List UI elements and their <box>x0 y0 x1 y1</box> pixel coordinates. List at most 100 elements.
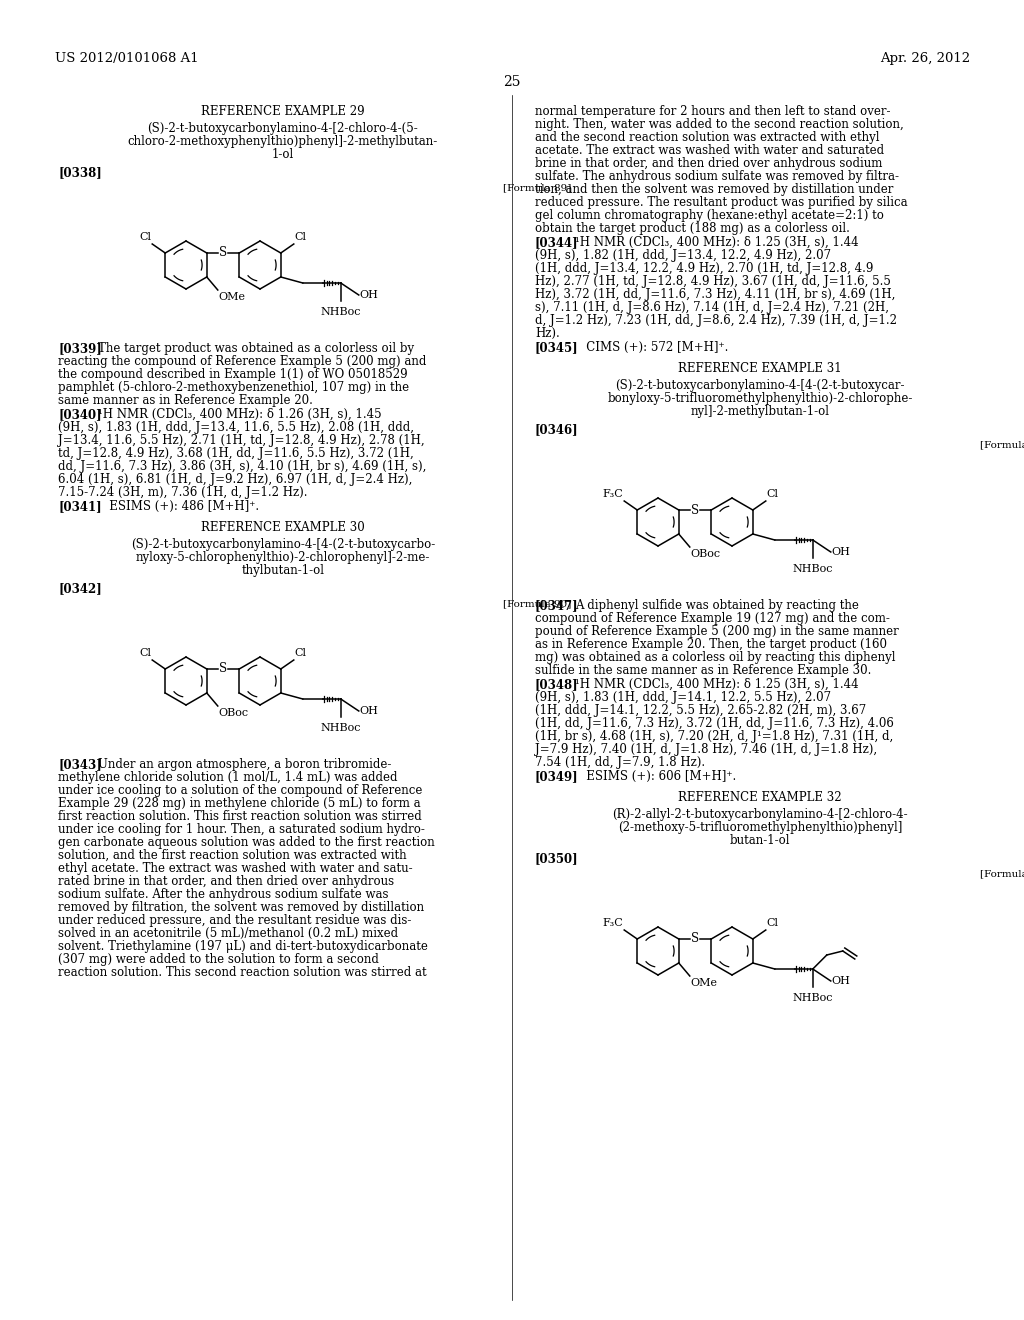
Text: pound of Reference Example 5 (200 mg) in the same manner: pound of Reference Example 5 (200 mg) in… <box>535 624 899 638</box>
Text: Cl: Cl <box>139 648 152 657</box>
Text: Under an argon atmosphere, a boron tribromide-: Under an argon atmosphere, a boron tribr… <box>98 758 391 771</box>
Text: [0345]: [0345] <box>535 341 579 354</box>
Text: OMe: OMe <box>219 292 246 302</box>
Text: Hz).: Hz). <box>535 327 560 341</box>
Text: s), 7.11 (1H, d, J=8.6 Hz), 7.14 (1H, d, J=2.4 Hz), 7.21 (2H,: s), 7.11 (1H, d, J=8.6 Hz), 7.14 (1H, d,… <box>535 301 889 314</box>
Text: gen carbonate aqueous solution was added to the first reaction: gen carbonate aqueous solution was added… <box>58 836 435 849</box>
Text: OMe: OMe <box>691 978 718 987</box>
Text: ¹H NMR (CDCl₃, 400 MHz): δ 1.26 (3H, s), 1.45: ¹H NMR (CDCl₃, 400 MHz): δ 1.26 (3H, s),… <box>98 408 382 421</box>
Text: S: S <box>219 663 227 676</box>
Text: same manner as in Reference Example 20.: same manner as in Reference Example 20. <box>58 393 313 407</box>
Text: [0343]: [0343] <box>58 758 101 771</box>
Text: S: S <box>691 932 699 945</box>
Text: Cl: Cl <box>139 232 152 242</box>
Text: (9H, s), 1.83 (1H, ddd, J=14.1, 12.2, 5.5 Hz), 2.07: (9H, s), 1.83 (1H, ddd, J=14.1, 12.2, 5.… <box>535 690 831 704</box>
Text: F₃C: F₃C <box>602 488 624 499</box>
Text: (S)-2-t-butoxycarbonylamino-4-[2-chloro-4-(5-: (S)-2-t-butoxycarbonylamino-4-[2-chloro-… <box>147 121 419 135</box>
Text: REFERENCE EXAMPLE 31: REFERENCE EXAMPLE 31 <box>678 362 842 375</box>
Text: chloro-2-methoxyphenylthio)phenyl]-2-methylbutan-: chloro-2-methoxyphenylthio)phenyl]-2-met… <box>128 135 438 148</box>
Text: sodium sulfate. After the anhydrous sodium sulfate was: sodium sulfate. After the anhydrous sodi… <box>58 888 388 902</box>
Text: removed by filtration, the solvent was removed by distillation: removed by filtration, the solvent was r… <box>58 902 424 913</box>
Text: [0342]: [0342] <box>58 582 101 595</box>
Text: [Formula 89]: [Formula 89] <box>503 183 571 191</box>
Text: nyl]-2-methylbutan-1-ol: nyl]-2-methylbutan-1-ol <box>690 405 829 418</box>
Text: (S)-2-t-butoxycarbonylamino-4-[4-(2-t-butoxycar-: (S)-2-t-butoxycarbonylamino-4-[4-(2-t-bu… <box>615 379 905 392</box>
Text: REFERENCE EXAMPLE 30: REFERENCE EXAMPLE 30 <box>201 521 365 535</box>
Text: [0344]: [0344] <box>535 236 579 249</box>
Text: bonyloxy-5-trifluoromethylphenylthio)-2-chlorophe-: bonyloxy-5-trifluoromethylphenylthio)-2-… <box>607 392 912 405</box>
Text: [Formula 92]: [Formula 92] <box>980 869 1024 878</box>
Text: rated brine in that order, and then dried over anhydrous: rated brine in that order, and then drie… <box>58 875 394 888</box>
Text: [0347]: [0347] <box>535 599 579 612</box>
Text: (S)-2-t-butoxycarbonylamino-4-[4-(2-t-butoxycarbo-: (S)-2-t-butoxycarbonylamino-4-[4-(2-t-bu… <box>131 539 435 550</box>
Text: OH: OH <box>359 290 379 300</box>
Text: OH: OH <box>831 546 851 557</box>
Text: OH: OH <box>359 706 379 715</box>
Text: solved in an acetonitrile (5 mL)/methanol (0.2 mL) mixed: solved in an acetonitrile (5 mL)/methano… <box>58 927 398 940</box>
Text: F₃C: F₃C <box>602 917 624 928</box>
Text: under ice cooling to a solution of the compound of Reference: under ice cooling to a solution of the c… <box>58 784 422 797</box>
Text: NHBoc: NHBoc <box>321 308 361 317</box>
Text: (9H, s), 1.83 (1H, ddd, J=13.4, 11.6, 5.5 Hz), 2.08 (1H, ddd,: (9H, s), 1.83 (1H, ddd, J=13.4, 11.6, 5.… <box>58 421 414 434</box>
Text: [0340]: [0340] <box>58 408 101 421</box>
Text: NHBoc: NHBoc <box>321 723 361 733</box>
Text: pamphlet (5-chloro-2-methoxybenzenethiol, 107 mg) in the: pamphlet (5-chloro-2-methoxybenzenethiol… <box>58 381 410 393</box>
Text: acetate. The extract was washed with water and saturated: acetate. The extract was washed with wat… <box>535 144 884 157</box>
Text: reaction solution. This second reaction solution was stirred at: reaction solution. This second reaction … <box>58 966 427 979</box>
Text: (1H, br s), 4.68 (1H, s), 7.20 (2H, d, J¹=1.8 Hz), 7.31 (1H, d,: (1H, br s), 4.68 (1H, s), 7.20 (2H, d, J… <box>535 730 893 743</box>
Text: (1H, ddd, J=14.1, 12.2, 5.5 Hz), 2.65-2.82 (2H, m), 3.67: (1H, ddd, J=14.1, 12.2, 5.5 Hz), 2.65-2.… <box>535 704 866 717</box>
Text: (R)-2-allyl-2-t-butoxycarbonylamino-4-[2-chloro-4-: (R)-2-allyl-2-t-butoxycarbonylamino-4-[2… <box>612 808 908 821</box>
Text: S: S <box>691 503 699 516</box>
Text: A diphenyl sulfide was obtained by reacting the: A diphenyl sulfide was obtained by react… <box>575 599 859 612</box>
Text: sulfide in the same manner as in Reference Example 30.: sulfide in the same manner as in Referen… <box>535 664 871 677</box>
Text: tion, and then the solvent was removed by distillation under: tion, and then the solvent was removed b… <box>535 183 893 195</box>
Text: night. Then, water was added to the second reaction solution,: night. Then, water was added to the seco… <box>535 117 904 131</box>
Text: J=7.9 Hz), 7.40 (1H, d, J=1.8 Hz), 7.46 (1H, d, J=1.8 Hz),: J=7.9 Hz), 7.40 (1H, d, J=1.8 Hz), 7.46 … <box>535 743 878 756</box>
Text: OBoc: OBoc <box>219 708 249 718</box>
Text: reacting the compound of Reference Example 5 (200 mg) and: reacting the compound of Reference Examp… <box>58 355 426 368</box>
Text: butan-1-ol: butan-1-ol <box>730 834 791 847</box>
Text: 7.15-7.24 (3H, m), 7.36 (1H, d, J=1.2 Hz).: 7.15-7.24 (3H, m), 7.36 (1H, d, J=1.2 Hz… <box>58 486 307 499</box>
Text: [0350]: [0350] <box>535 851 579 865</box>
Text: Example 29 (228 mg) in methylene chloride (5 mL) to form a: Example 29 (228 mg) in methylene chlorid… <box>58 797 421 810</box>
Text: (1H, ddd, J=13.4, 12.2, 4.9 Hz), 2.70 (1H, td, J=12.8, 4.9: (1H, ddd, J=13.4, 12.2, 4.9 Hz), 2.70 (1… <box>535 261 873 275</box>
Text: first reaction solution. This first reaction solution was stirred: first reaction solution. This first reac… <box>58 810 422 822</box>
Text: OBoc: OBoc <box>691 549 721 558</box>
Text: J=13.4, 11.6, 5.5 Hz), 2.71 (1H, td, J=12.8, 4.9 Hz), 2.78 (1H,: J=13.4, 11.6, 5.5 Hz), 2.71 (1H, td, J=1… <box>58 434 425 447</box>
Text: [Formula 91]: [Formula 91] <box>980 440 1024 449</box>
Text: REFERENCE EXAMPLE 29: REFERENCE EXAMPLE 29 <box>201 106 365 117</box>
Text: the compound described in Example 1(1) of WO 05018529: the compound described in Example 1(1) o… <box>58 368 408 381</box>
Text: (307 mg) were added to the solution to form a second: (307 mg) were added to the solution to f… <box>58 953 379 966</box>
Text: solution, and the first reaction solution was extracted with: solution, and the first reaction solutio… <box>58 849 407 862</box>
Text: sulfate. The anhydrous sodium sulfate was removed by filtra-: sulfate. The anhydrous sodium sulfate wa… <box>535 170 899 183</box>
Text: solvent. Triethylamine (197 μL) and di-tert-butoxydicarbonate: solvent. Triethylamine (197 μL) and di-t… <box>58 940 428 953</box>
Text: 7.54 (1H, dd, J=7.9, 1.8 Hz).: 7.54 (1H, dd, J=7.9, 1.8 Hz). <box>535 756 706 770</box>
Text: d, J=1.2 Hz), 7.23 (1H, dd, J=8.6, 2.4 Hz), 7.39 (1H, d, J=1.2: d, J=1.2 Hz), 7.23 (1H, dd, J=8.6, 2.4 H… <box>535 314 897 327</box>
Text: US 2012/0101068 A1: US 2012/0101068 A1 <box>55 51 199 65</box>
Text: Hz), 2.77 (1H, td, J=12.8, 4.9 Hz), 3.67 (1H, dd, J=11.6, 5.5: Hz), 2.77 (1H, td, J=12.8, 4.9 Hz), 3.67… <box>535 275 891 288</box>
Text: ethyl acetate. The extract was washed with water and satu-: ethyl acetate. The extract was washed wi… <box>58 862 413 875</box>
Text: NHBoc: NHBoc <box>793 564 834 574</box>
Text: td, J=12.8, 4.9 Hz), 3.68 (1H, dd, J=11.6, 5.5 Hz), 3.72 (1H,: td, J=12.8, 4.9 Hz), 3.68 (1H, dd, J=11.… <box>58 447 414 459</box>
Text: dd, J=11.6, 7.3 Hz), 3.86 (3H, s), 4.10 (1H, br s), 4.69 (1H, s),: dd, J=11.6, 7.3 Hz), 3.86 (3H, s), 4.10 … <box>58 459 426 473</box>
Text: (2-methoxy-5-trifluoromethylphenylthio)phenyl]: (2-methoxy-5-trifluoromethylphenylthio)p… <box>617 821 902 834</box>
Text: Cl: Cl <box>767 488 779 499</box>
Text: 25: 25 <box>503 75 521 88</box>
Text: nyloxy-5-chlorophenylthio)-2-chlorophenyl]-2-me-: nyloxy-5-chlorophenylthio)-2-chloropheny… <box>136 550 430 564</box>
Text: 6.04 (1H, s), 6.81 (1H, d, J=9.2 Hz), 6.97 (1H, d, J=2.4 Hz),: 6.04 (1H, s), 6.81 (1H, d, J=9.2 Hz), 6.… <box>58 473 413 486</box>
Text: ¹H NMR (CDCl₃, 400 MHz): δ 1.25 (3H, s), 1.44: ¹H NMR (CDCl₃, 400 MHz): δ 1.25 (3H, s),… <box>575 236 859 249</box>
Text: [Formula 90]: [Formula 90] <box>503 599 571 609</box>
Text: Cl: Cl <box>295 648 307 657</box>
Text: ESIMS (+): 606 [M+H]⁺.: ESIMS (+): 606 [M+H]⁺. <box>575 770 736 783</box>
Text: mg) was obtained as a colorless oil by reacting this diphenyl: mg) was obtained as a colorless oil by r… <box>535 651 896 664</box>
Text: (9H, s), 1.82 (1H, ddd, J=13.4, 12.2, 4.9 Hz), 2.07: (9H, s), 1.82 (1H, ddd, J=13.4, 12.2, 4.… <box>535 249 831 261</box>
Text: (1H, dd, J=11.6, 7.3 Hz), 3.72 (1H, dd, J=11.6, 7.3 Hz), 4.06: (1H, dd, J=11.6, 7.3 Hz), 3.72 (1H, dd, … <box>535 717 894 730</box>
Text: [0341]: [0341] <box>58 500 101 513</box>
Text: as in Reference Example 20. Then, the target product (160: as in Reference Example 20. Then, the ta… <box>535 638 887 651</box>
Text: under ice cooling for 1 hour. Then, a saturated sodium hydro-: under ice cooling for 1 hour. Then, a sa… <box>58 822 425 836</box>
Text: Apr. 26, 2012: Apr. 26, 2012 <box>880 51 970 65</box>
Text: ESIMS (+): 486 [M+H]⁺.: ESIMS (+): 486 [M+H]⁺. <box>98 500 259 513</box>
Text: compound of Reference Example 19 (127 mg) and the com-: compound of Reference Example 19 (127 mg… <box>535 612 890 624</box>
Text: Cl: Cl <box>295 232 307 242</box>
Text: and the second reaction solution was extracted with ethyl: and the second reaction solution was ext… <box>535 131 880 144</box>
